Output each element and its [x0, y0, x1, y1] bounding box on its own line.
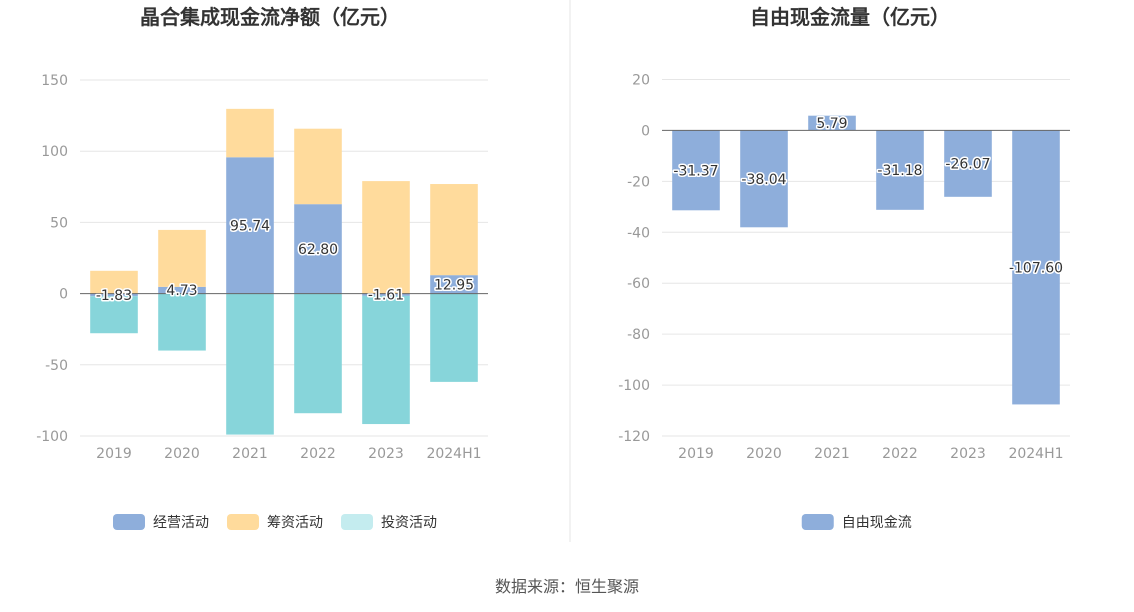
x-tick-label: 2021	[232, 446, 268, 462]
data-label-2022: -31.18	[877, 163, 922, 179]
y-tick-label: 0	[59, 287, 68, 303]
legend-label-自由现金流: 自由现金流	[842, 515, 912, 531]
bar-经营活动-2023	[362, 293, 410, 296]
bar-筹资活动-2023	[362, 181, 410, 294]
data-label-2023: -1.61	[368, 288, 404, 304]
y-tick-label: 150	[41, 73, 68, 89]
x-tick-label: 2024H1	[1008, 446, 1063, 462]
bar-自由现金流-2023	[944, 130, 992, 197]
x-tick-label: 2019	[678, 446, 714, 462]
chart-title-left: 晶合集成现金流净额（亿元）	[140, 5, 400, 29]
bar-经营活动-2021	[226, 157, 274, 294]
data-label-2019: -31.37	[673, 163, 718, 179]
y-tick-label: 50	[50, 215, 68, 231]
data-label-2019: -1.83	[96, 288, 132, 304]
x-tick-label: 2021	[814, 446, 850, 462]
data-source: 数据来源：恒生聚源	[495, 577, 639, 596]
x-tick-label: 2020	[164, 446, 200, 462]
legend-swatch-自由现金流	[801, 514, 834, 530]
bar-自由现金流-2020	[740, 130, 788, 228]
bar-筹资活动-2022	[294, 128, 342, 205]
legend-swatch-筹资活动	[227, 514, 259, 530]
bar-经营活动-2020	[158, 286, 206, 294]
x-tick-label: 2023	[950, 446, 986, 462]
x-tick-label: 2024H1	[426, 446, 481, 462]
legend-swatch-投资活动	[341, 514, 373, 530]
bar-自由现金流-2021	[808, 115, 856, 131]
y-tick-label: -50	[45, 358, 68, 374]
x-tick-label: 2020	[746, 446, 782, 462]
data-label-2022: 62.80	[298, 242, 338, 258]
bar-经营活动-2024H1	[430, 275, 478, 294]
bar-投资活动-2023	[362, 295, 410, 425]
bar-经营活动-2019	[90, 293, 138, 297]
cash-flow-chart: 150 100 50 0 -50 -100 2019 2020 2021 2022 2023 2024…	[36, 73, 488, 531]
y-tick-label: -100	[36, 429, 68, 445]
bar-自由现金流-2019	[672, 130, 720, 211]
bar-筹资活动-2019	[90, 270, 138, 294]
data-label-2021: 95.74	[230, 218, 270, 234]
free-cash-flow-chart: 20 0 -20 -40 -60 -80 -100 -120 2019 2020 2021 2022 2…	[618, 73, 1070, 531]
bar-筹资活动-2020	[158, 229, 206, 287]
bar-自由现金流-2022	[876, 130, 924, 210]
y-tick-label: 100	[41, 144, 68, 160]
legend-label-经营活动: 经营活动	[153, 515, 209, 531]
y-tick-label: -20	[627, 174, 650, 190]
x-tick-label: 2022	[882, 446, 918, 462]
x-tick-label: 2019	[96, 446, 132, 462]
data-label-2020: 4.73	[166, 283, 197, 299]
x-tick-label: 2023	[368, 446, 404, 462]
bar-投资活动-2024H1	[430, 293, 478, 382]
data-label-2024H1: 12.95	[434, 277, 474, 293]
legend-label-投资活动: 投资活动	[381, 515, 437, 531]
x-tick-label: 2022	[300, 446, 336, 462]
y-tick-label: 0	[641, 123, 650, 139]
y-tick-label: -40	[627, 225, 650, 241]
data-label-2023: -26.07	[945, 157, 990, 173]
bar-投资活动-2020	[158, 293, 206, 351]
bar-经营活动-2022	[294, 204, 342, 294]
legend-label-筹资活动: 筹资活动	[267, 514, 323, 531]
y-tick-label: -120	[618, 429, 650, 445]
data-label-2021: 5.79	[816, 116, 847, 132]
y-tick-label: -60	[627, 276, 650, 292]
bar-筹资活动-2024H1	[430, 184, 478, 276]
bar-投资活动-2019	[90, 296, 138, 334]
data-label-2020: -38.04	[741, 172, 786, 188]
legend-swatch-经营活动	[113, 514, 145, 530]
bar-投资活动-2021	[226, 293, 274, 435]
chart-title-right: 自由现金流量（亿元）	[750, 5, 950, 29]
bar-筹资活动-2021	[226, 108, 274, 158]
bar-自由现金流-2024H1	[1012, 130, 1060, 405]
y-tick-label: -80	[627, 327, 650, 343]
y-tick-label: 20	[632, 73, 650, 89]
y-tick-label: -100	[618, 378, 650, 394]
data-label-2024H1: -107.60	[1009, 260, 1063, 276]
bar-投资活动-2022	[294, 293, 342, 414]
